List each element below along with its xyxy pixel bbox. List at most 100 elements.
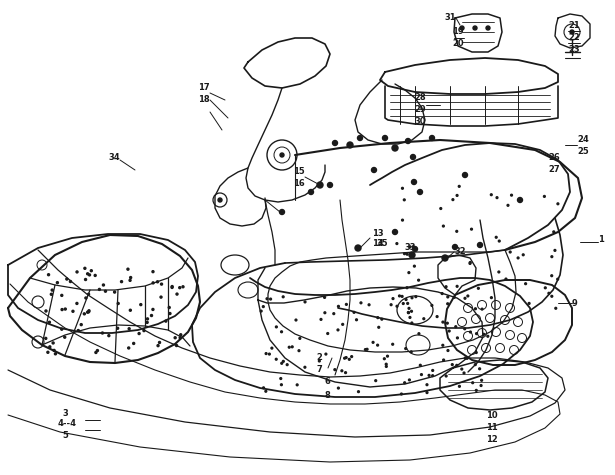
Circle shape (446, 322, 448, 324)
Circle shape (452, 199, 454, 200)
Circle shape (53, 350, 55, 351)
Text: 23: 23 (568, 45, 579, 54)
Circle shape (296, 384, 298, 386)
Circle shape (152, 282, 154, 284)
Circle shape (47, 352, 49, 353)
Circle shape (464, 357, 466, 359)
Circle shape (472, 382, 474, 384)
Circle shape (475, 332, 477, 334)
Circle shape (496, 197, 498, 199)
Circle shape (64, 336, 66, 338)
Circle shape (407, 253, 408, 255)
Circle shape (464, 328, 466, 330)
Circle shape (353, 312, 355, 313)
Text: 27: 27 (548, 165, 560, 174)
Circle shape (442, 255, 448, 261)
Circle shape (505, 278, 507, 280)
Text: 34: 34 (108, 152, 120, 162)
Circle shape (80, 323, 82, 326)
Circle shape (392, 343, 394, 345)
Circle shape (443, 359, 445, 361)
Circle shape (411, 180, 416, 184)
Circle shape (357, 391, 359, 392)
Circle shape (451, 364, 453, 365)
Circle shape (456, 230, 458, 232)
Circle shape (103, 284, 105, 286)
Text: 19: 19 (453, 28, 464, 37)
Circle shape (408, 312, 410, 314)
Circle shape (128, 347, 130, 349)
Circle shape (179, 337, 181, 339)
Circle shape (551, 256, 553, 257)
Circle shape (456, 195, 458, 196)
Circle shape (403, 253, 405, 255)
Circle shape (459, 385, 460, 387)
Circle shape (90, 270, 92, 272)
Circle shape (406, 287, 408, 289)
Circle shape (432, 370, 434, 371)
Text: 25: 25 (577, 146, 589, 155)
Circle shape (551, 275, 553, 276)
Circle shape (405, 139, 410, 143)
Circle shape (402, 188, 403, 189)
Circle shape (179, 286, 181, 289)
Circle shape (441, 293, 443, 294)
Text: 6: 6 (324, 378, 330, 387)
Circle shape (475, 308, 477, 310)
Circle shape (47, 274, 50, 275)
Circle shape (473, 26, 477, 30)
Circle shape (117, 303, 119, 304)
Circle shape (402, 219, 403, 221)
Circle shape (377, 317, 379, 319)
Circle shape (386, 363, 387, 365)
Circle shape (551, 295, 553, 297)
Text: 17: 17 (199, 84, 210, 93)
Circle shape (108, 335, 110, 337)
Circle shape (448, 330, 450, 332)
Circle shape (483, 333, 485, 335)
Circle shape (392, 145, 398, 151)
Circle shape (480, 385, 482, 387)
Circle shape (324, 312, 326, 314)
Circle shape (474, 364, 476, 365)
Circle shape (436, 316, 438, 317)
Text: 21: 21 (568, 20, 580, 29)
Circle shape (180, 334, 182, 336)
Circle shape (522, 254, 524, 256)
Circle shape (570, 30, 574, 34)
Text: 31: 31 (445, 13, 456, 22)
Circle shape (129, 279, 131, 281)
Circle shape (85, 278, 87, 281)
Circle shape (387, 355, 389, 357)
Circle shape (407, 303, 408, 304)
Circle shape (105, 290, 106, 292)
Text: 24: 24 (577, 135, 589, 144)
Circle shape (61, 328, 63, 330)
Circle shape (557, 278, 558, 280)
Circle shape (517, 198, 523, 202)
Circle shape (399, 295, 400, 297)
Circle shape (138, 332, 140, 334)
Circle shape (304, 301, 306, 303)
Text: 16: 16 (293, 179, 305, 188)
Circle shape (377, 344, 378, 346)
Circle shape (280, 153, 284, 157)
Circle shape (280, 331, 282, 332)
Circle shape (129, 309, 132, 311)
Text: 4--4: 4--4 (58, 419, 77, 428)
Circle shape (423, 318, 425, 320)
Circle shape (528, 303, 530, 304)
Circle shape (491, 297, 493, 299)
Circle shape (88, 311, 90, 313)
Circle shape (498, 271, 500, 273)
Circle shape (76, 303, 78, 304)
Circle shape (405, 348, 407, 350)
Circle shape (45, 337, 47, 340)
Circle shape (328, 182, 333, 188)
Circle shape (333, 141, 338, 145)
Circle shape (344, 357, 346, 359)
Circle shape (410, 154, 416, 160)
Circle shape (403, 199, 405, 201)
Circle shape (409, 252, 415, 258)
Circle shape (386, 366, 387, 367)
